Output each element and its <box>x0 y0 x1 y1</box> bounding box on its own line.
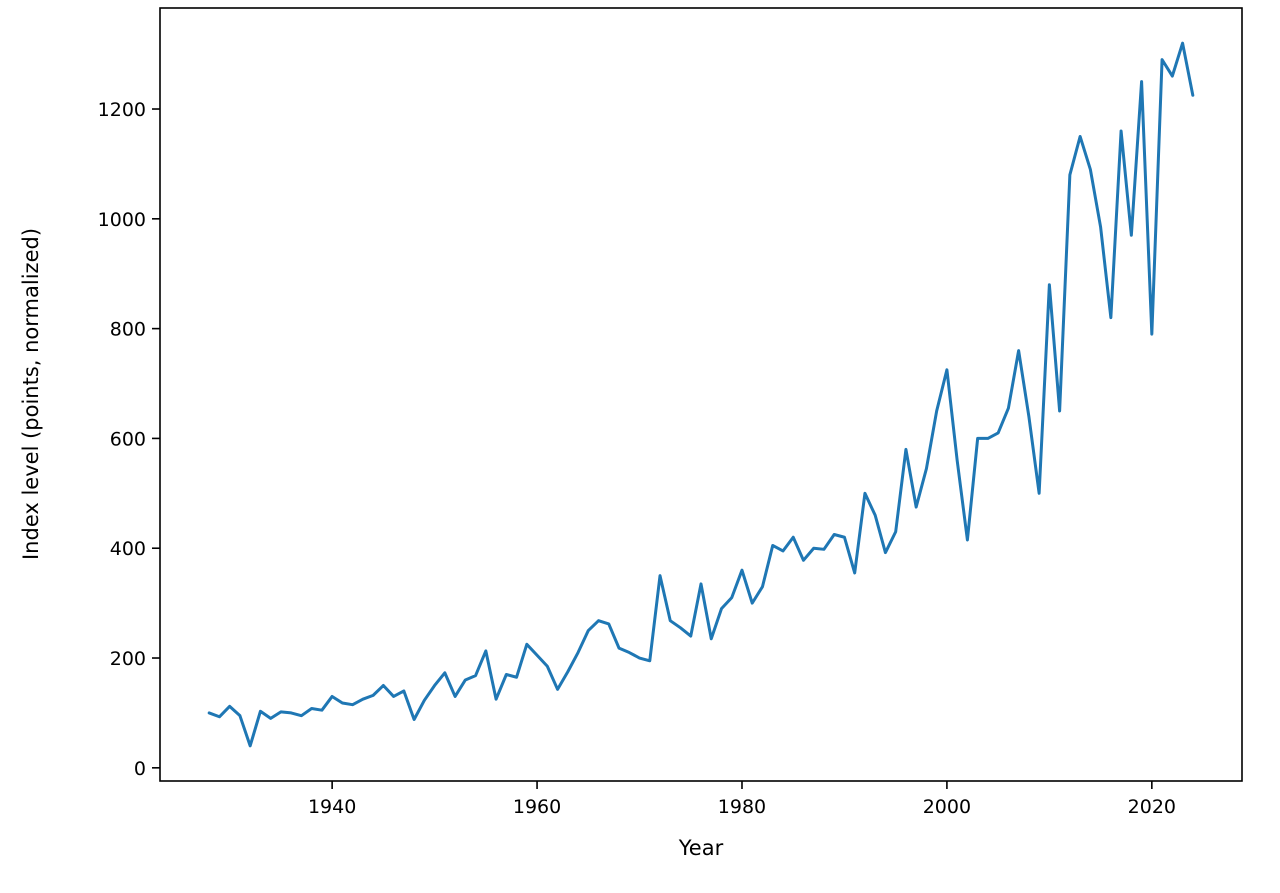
y-axis-label: Index level (points, normalized) <box>19 228 43 560</box>
x-tick-label: 2020 <box>1128 796 1176 818</box>
y-tick-label: 1200 <box>98 99 146 121</box>
y-tick-label: 200 <box>110 648 146 670</box>
x-tick-label: 1940 <box>308 796 356 818</box>
x-tick-label: 2000 <box>923 796 971 818</box>
y-tick-label: 400 <box>110 538 146 560</box>
x-tick-label: 1960 <box>513 796 561 818</box>
series-polyline <box>207 41 1195 748</box>
y-axis-ticks: 0 200 400 600 800 1000 1200 <box>98 99 160 780</box>
plot-area <box>159 7 1243 782</box>
y-tick-label: 600 <box>110 428 146 450</box>
data-series-line <box>207 41 1195 748</box>
x-axis-label: Year <box>678 836 724 860</box>
y-tick-label: 1000 <box>98 209 146 231</box>
x-axis-ticks: 1940 1960 1980 2000 2020 <box>308 781 1176 818</box>
y-tick-label: 0 <box>134 758 146 780</box>
y-tick-label: 800 <box>110 319 146 341</box>
x-tick-label: 1980 <box>718 796 766 818</box>
